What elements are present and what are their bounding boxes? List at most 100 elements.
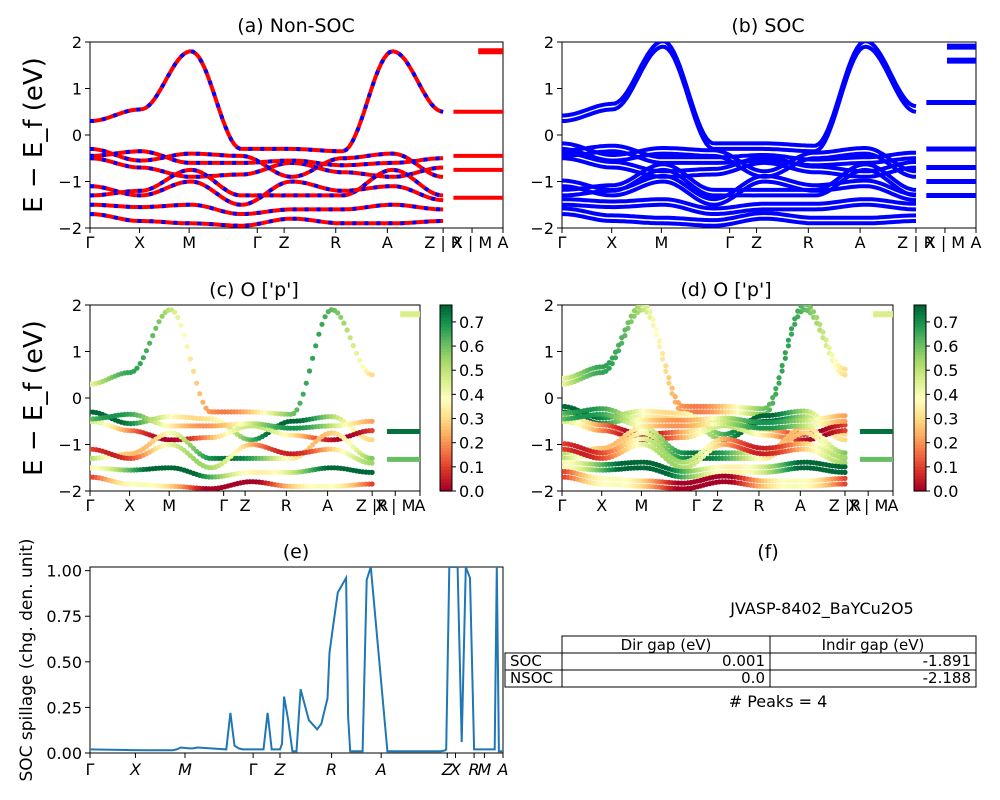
orbital-point — [369, 460, 375, 466]
orbital-point — [672, 394, 678, 400]
colorbar-segment — [440, 422, 452, 427]
colorbar-segment — [914, 360, 926, 365]
orbital-point — [200, 399, 206, 405]
xtick-label: M — [478, 760, 492, 779]
orbital-point — [656, 344, 663, 350]
orbital-point — [612, 349, 619, 355]
xtick-label: Γ — [219, 496, 228, 515]
orbital-point — [150, 333, 156, 339]
xtick-label: M — [162, 496, 176, 515]
colorbar-segment — [914, 410, 926, 415]
xtick-label: X — [134, 233, 145, 252]
orbital-point — [350, 343, 356, 349]
panel-f-caption: JVASP-8402_BaYCu2O5 — [729, 599, 913, 619]
colorbar-segment — [440, 363, 452, 368]
colorbar-segment — [440, 450, 452, 455]
colorbar-segment — [914, 447, 926, 452]
ytick-label: 1 — [72, 80, 82, 99]
orbital-point — [297, 400, 303, 406]
colorbar-tick-label: 0.6 — [459, 337, 484, 356]
orbital-point — [181, 332, 187, 338]
colorbar-segment — [440, 416, 452, 421]
orbital-point — [842, 460, 848, 466]
colorbar-segment — [914, 332, 926, 337]
orbital-point — [792, 321, 798, 327]
colorbar-segment — [440, 478, 452, 483]
ytick-label: 0.75 — [46, 607, 82, 626]
colorbar-segment — [440, 336, 452, 340]
orbital-point — [369, 418, 375, 424]
orbital-point — [807, 305, 813, 310]
colorbar-segment — [914, 460, 926, 464]
orbital-point — [319, 321, 325, 327]
orbital-point — [322, 314, 328, 320]
colorbar-tick-label: 0.3 — [933, 410, 958, 429]
panel-e-yticks: 0.00 0.25 0.50 0.75 1.00 — [46, 562, 90, 763]
table-row-nsoc-dir-cell — [561, 669, 771, 688]
orbital-point — [341, 320, 347, 326]
orbital-point — [625, 320, 631, 326]
orbital-point — [842, 481, 848, 487]
orbital-point — [782, 355, 788, 361]
colorbar-tick-label: 0.2 — [459, 434, 484, 453]
ytick-label: 0 — [72, 126, 82, 145]
orbital-point — [842, 422, 848, 428]
colorbar-segment — [914, 463, 926, 467]
colorbar-segment — [914, 422, 926, 427]
xtick-label: R — [281, 496, 292, 515]
band-line-red-2 — [90, 156, 444, 179]
colorbar-segment — [914, 329, 926, 334]
colorbar-segment — [440, 466, 452, 470]
colorbar-segment — [440, 367, 452, 371]
ytick-label: 0 — [72, 389, 82, 408]
band-line-4-0 — [562, 179, 917, 207]
colorbar-segment — [914, 416, 926, 421]
colorbar-segment — [914, 407, 926, 411]
orbital-point — [310, 355, 316, 361]
colorbar-segment — [914, 317, 926, 322]
colorbar-segment — [914, 305, 926, 309]
xtick-label: M — [178, 760, 192, 779]
colorbar-segment — [914, 435, 926, 439]
band-line-red-4 — [90, 179, 444, 207]
xtick-label: Z |R — [356, 496, 389, 515]
orbital-point — [773, 386, 779, 392]
xtick-label: A — [375, 760, 387, 779]
ytick-label: −2 — [530, 219, 554, 238]
colorbar-segment — [440, 398, 452, 402]
ytick-label: 2 — [72, 296, 82, 315]
xtick-label: A — [971, 233, 982, 252]
xtick-label: X — [449, 760, 462, 779]
orbital-point — [369, 481, 375, 487]
colorbar-segment — [914, 469, 926, 473]
orbital-point — [137, 361, 143, 367]
band-line-5-0 — [562, 202, 916, 216]
band-line-7-0 — [562, 149, 916, 168]
panel-c-points — [90, 307, 420, 491]
orbital-point — [650, 322, 656, 328]
colorbar-segment — [914, 382, 926, 387]
ytick-label: 1 — [544, 80, 554, 99]
orbital-point — [156, 319, 162, 325]
orbital-point — [344, 327, 350, 333]
colorbar-segment — [440, 342, 452, 346]
colorbar-segment — [440, 332, 452, 337]
orbital-point — [369, 437, 375, 443]
orbital-point — [814, 314, 820, 321]
orbital-point — [313, 343, 319, 349]
orbital-point — [316, 331, 322, 337]
orbital-point — [842, 469, 848, 475]
colorbar-segment — [440, 360, 452, 365]
orbital-point — [779, 439, 785, 445]
orbital-point — [776, 375, 782, 381]
orbital-point — [369, 455, 375, 461]
colorbar-segment — [914, 354, 926, 359]
orbital-point — [842, 431, 848, 437]
colorbar-segment — [914, 456, 926, 461]
colorbar-tick-label: 0.0 — [933, 482, 958, 501]
ytick-label: −1 — [530, 436, 554, 455]
orbital-point — [347, 335, 353, 341]
